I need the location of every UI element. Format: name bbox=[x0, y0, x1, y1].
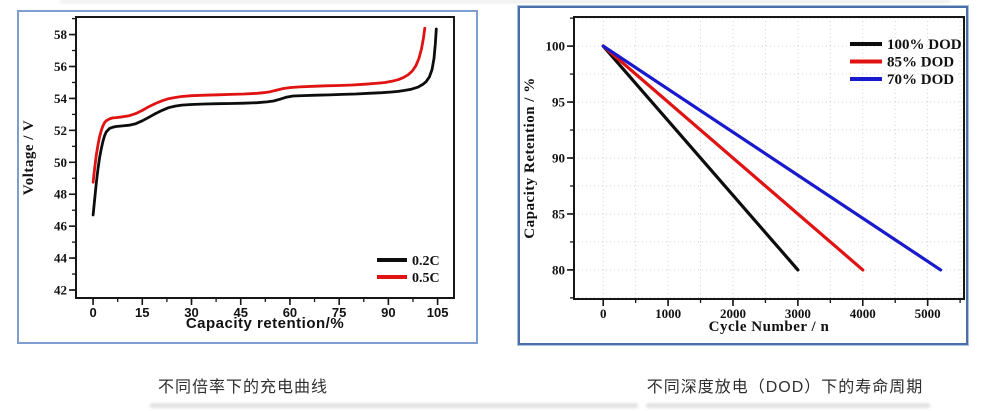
x-tick-label: 2000 bbox=[720, 306, 746, 321]
x-tick-label: 0 bbox=[89, 305, 96, 320]
legend-label: 100% DOD bbox=[887, 37, 962, 53]
y-tick-label: 52 bbox=[54, 123, 67, 138]
charge-curve-chart: 0 15 30 45 60 75 90 105 42 44 46 48 50 52 54 56 58 Capaci… bbox=[21, 16, 455, 332]
x-tick-label: 30 bbox=[184, 305, 198, 320]
x-tick-label: 1000 bbox=[655, 306, 681, 321]
x-tick-label: 0 bbox=[600, 306, 607, 321]
x-tick-label: 90 bbox=[381, 305, 395, 320]
series-line-0.5c bbox=[91, 26, 427, 184]
y-tick-label: 100 bbox=[546, 39, 566, 54]
series-line-100-dod bbox=[601, 44, 800, 272]
cropped-text-artifact bbox=[150, 403, 638, 408]
cropped-text-artifact bbox=[646, 403, 930, 408]
x-tick-label: 4000 bbox=[850, 306, 876, 321]
x-tick-label: 5000 bbox=[915, 306, 941, 321]
x-axis-label: Capacity retention/% bbox=[186, 315, 344, 332]
y-tick-label: 56 bbox=[54, 59, 68, 74]
caption-charge-curves: 不同倍率下的充电曲线 bbox=[157, 379, 328, 396]
y-tick-label: 80 bbox=[552, 262, 565, 277]
y-axis-label: Voltage / V bbox=[21, 120, 37, 196]
y-tick-label: 90 bbox=[552, 151, 565, 166]
y-tick-label: 58 bbox=[54, 27, 68, 42]
y-axis-label: Capacity Retention / % bbox=[522, 77, 538, 238]
x-tick-label: 45 bbox=[233, 305, 247, 320]
legend-label: 70% DOD bbox=[887, 72, 954, 88]
y-tick-label: 42 bbox=[54, 283, 67, 298]
series-line-85-dod bbox=[601, 44, 865, 272]
caption-dod-cycle-life: 不同深度放电（DOD）下的寿命周期 bbox=[646, 379, 924, 396]
y-tick-label: 85 bbox=[552, 206, 566, 221]
y-tick-label: 46 bbox=[54, 219, 68, 234]
y-tick-label: 95 bbox=[552, 95, 566, 110]
legend-label: 85% DOD bbox=[887, 55, 954, 71]
charge-curve-chart-panel: 0 15 30 45 60 75 90 105 42 44 46 48 50 52 54 56 58 Capaci… bbox=[17, 10, 478, 344]
y-tick-label: 48 bbox=[54, 187, 68, 202]
y-tick-label: 44 bbox=[54, 251, 68, 266]
cropped-text-artifact-top bbox=[60, 0, 950, 3]
legend-label: 0.2C bbox=[412, 254, 440, 269]
dod-cycle-life-chart: 0 1000 2000 3000 4000 5000 80 85 90 95 100 Cycle Nu… bbox=[522, 16, 965, 335]
plot-frame bbox=[75, 16, 455, 299]
x-axis-label: Cycle Number / n bbox=[709, 319, 830, 335]
x-tick-label: 15 bbox=[135, 305, 149, 320]
legend-label: 0.5C bbox=[412, 271, 440, 286]
x-tick-label: 3000 bbox=[785, 306, 811, 321]
y-tick-label: 54 bbox=[54, 91, 68, 106]
series-line-0.2c bbox=[91, 27, 438, 217]
series-line-70-dod bbox=[601, 44, 943, 272]
x-tick-label: 105 bbox=[427, 305, 449, 320]
x-tick-label: 60 bbox=[283, 305, 297, 320]
dod-cycle-life-chart-panel: 0 1000 2000 3000 4000 5000 80 85 90 95 100 Cycle Nu… bbox=[518, 6, 968, 345]
x-tick-label: 75 bbox=[332, 305, 346, 320]
plot-frame bbox=[573, 16, 965, 300]
y-tick-label: 50 bbox=[54, 155, 67, 170]
